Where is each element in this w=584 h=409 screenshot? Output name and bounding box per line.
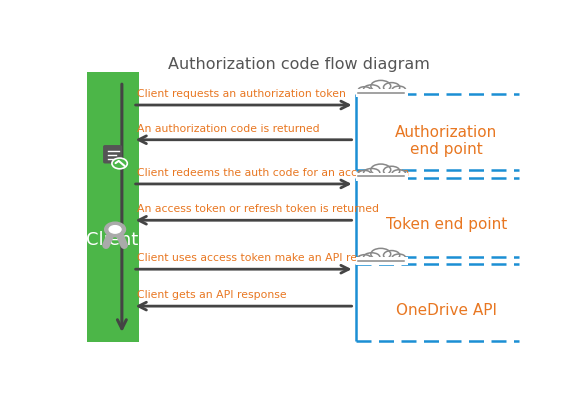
Text: Client gets an API response: Client gets an API response (137, 290, 287, 299)
Text: Authorization code flow diagram: Authorization code flow diagram (168, 57, 430, 72)
FancyBboxPatch shape (356, 90, 408, 98)
Ellipse shape (371, 81, 391, 92)
Circle shape (108, 225, 122, 235)
Text: Client: Client (86, 231, 139, 249)
Ellipse shape (364, 169, 380, 178)
Ellipse shape (392, 254, 406, 262)
Ellipse shape (364, 85, 380, 94)
Text: Client uses access token make an API request: Client uses access token make an API req… (137, 253, 388, 263)
Text: Client requests an authorization token: Client requests an authorization token (137, 89, 346, 99)
Text: Client redeems the auth code for an access token: Client redeems the auth code for an acce… (137, 168, 409, 178)
Text: Authorization
end point: Authorization end point (395, 124, 498, 157)
Text: OneDrive API: OneDrive API (396, 302, 497, 317)
Ellipse shape (371, 165, 391, 176)
Text: An access token or refresh token is returned: An access token or refresh token is retu… (137, 204, 379, 214)
Ellipse shape (384, 251, 400, 261)
Ellipse shape (392, 170, 406, 178)
Ellipse shape (364, 253, 380, 262)
FancyBboxPatch shape (356, 258, 408, 266)
Ellipse shape (384, 167, 400, 176)
FancyBboxPatch shape (104, 146, 121, 164)
Text: Token end point: Token end point (386, 216, 507, 231)
Ellipse shape (371, 249, 391, 260)
Ellipse shape (358, 255, 371, 262)
FancyBboxPatch shape (356, 173, 408, 182)
Ellipse shape (384, 83, 400, 93)
Ellipse shape (392, 87, 406, 94)
FancyBboxPatch shape (86, 73, 138, 342)
Circle shape (105, 222, 126, 237)
Ellipse shape (358, 88, 371, 94)
Ellipse shape (358, 171, 371, 178)
Text: An authorization code is returned: An authorization code is returned (137, 124, 320, 133)
Circle shape (112, 159, 127, 169)
